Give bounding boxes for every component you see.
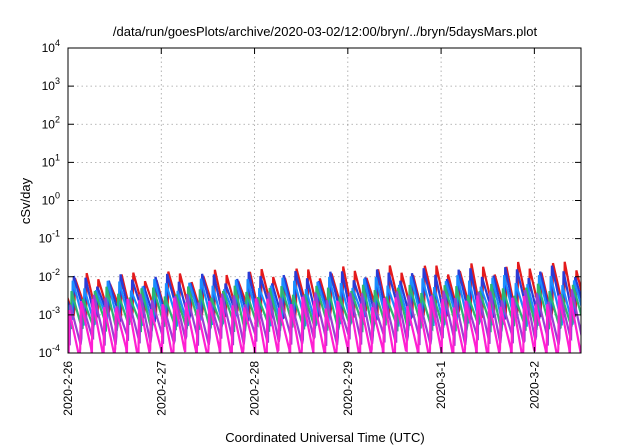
series-line: [68, 295, 581, 353]
y-tick-label: 10-3: [39, 305, 60, 322]
x-tick-label: 2020-2-29: [341, 361, 355, 416]
series-group: [68, 261, 581, 353]
chart-title: /data/run/goesPlots/archive/2020-03-02/1…: [113, 24, 538, 39]
y-tick-label: 104: [42, 38, 60, 55]
y-tick-label: 101: [42, 152, 60, 169]
y-tick-label: 10-1: [39, 229, 60, 246]
x-axis-label: Coordinated Universal Time (UTC): [225, 430, 424, 445]
x-tick-label: 2020-2-28: [248, 361, 262, 416]
gridlines: [68, 48, 581, 353]
x-tick-label: 2020-2-26: [61, 361, 75, 416]
y-tick-label: 103: [42, 76, 60, 93]
x-tick-label: 2020-2-27: [154, 361, 168, 416]
y-tick-label: 10-4: [39, 343, 60, 360]
x-tick-label: 2020-3-1: [434, 361, 448, 409]
y-tick-label: 10-2: [39, 267, 60, 284]
y-axis: 10-4 10-3 10-2 10-1 100 101 102 103 104: [39, 38, 581, 360]
x-axis: 2020-2-26 2020-2-27 2020-2-28 2020-2-29 2020…: [61, 48, 541, 416]
y-axis-label: cSv/day: [18, 177, 33, 224]
y-tick-label: 100: [42, 191, 60, 208]
x-tick-label: 2020-3-2: [527, 361, 541, 409]
y-tick-label: 102: [42, 114, 60, 131]
